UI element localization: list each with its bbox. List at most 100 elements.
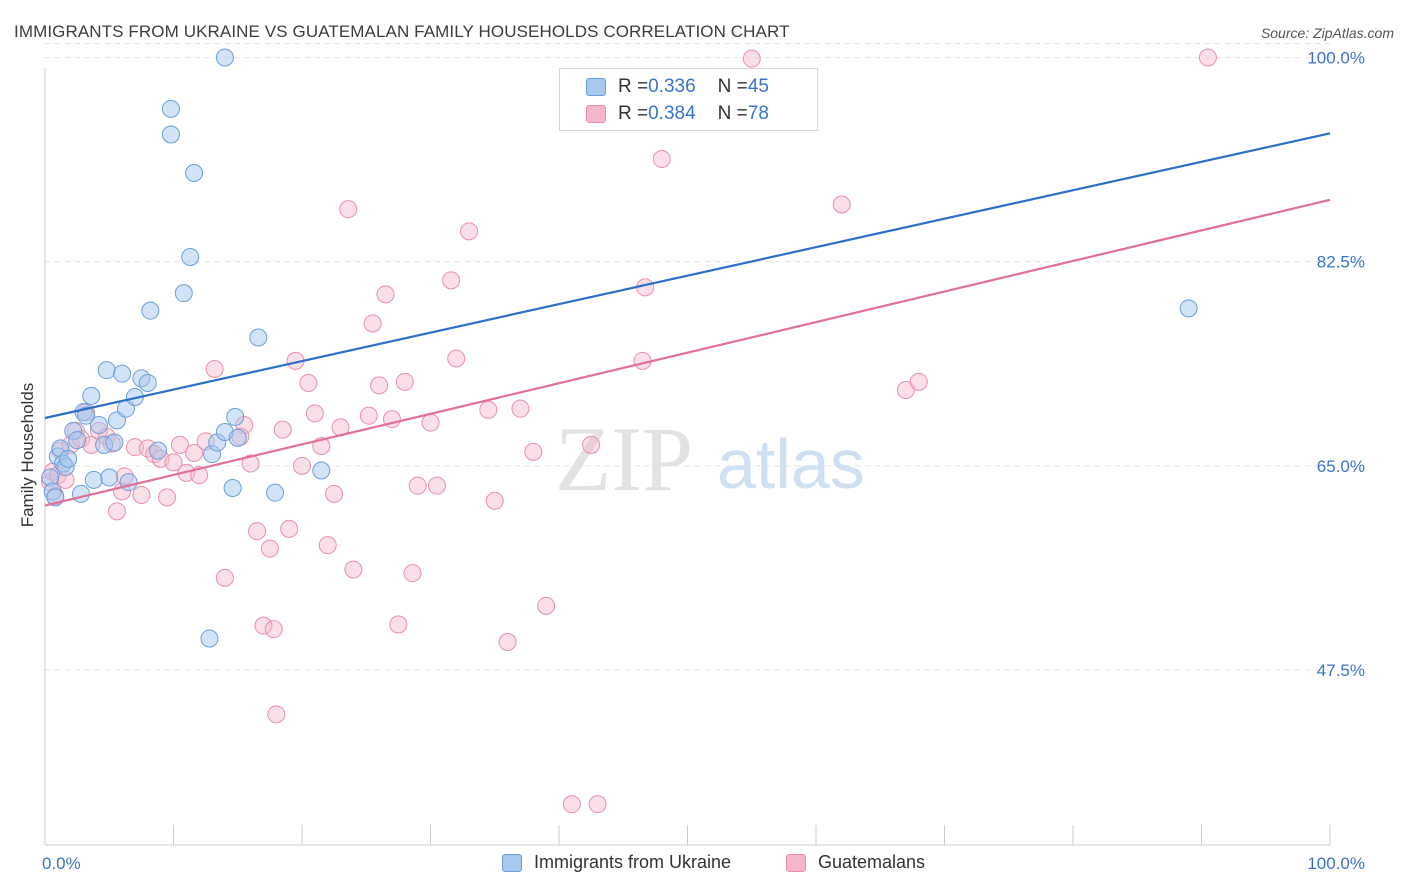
guatemalans-point-30 [215, 568, 234, 587]
guatemalans-point-69 [524, 442, 543, 461]
ukraine-n-label: N = [717, 76, 748, 97]
y-tick-label-2: 82.5% [1317, 253, 1365, 272]
stats-legend: R = 0.336 N = 45 R = 0.384 N = 78 [559, 68, 818, 131]
guatemalans-point-50 [344, 560, 363, 579]
guatemalans-r-label: R = [618, 103, 649, 124]
guatemalans-point-49 [339, 200, 358, 219]
ukraine-point-15 [89, 416, 108, 434]
ukraine-point-19 [105, 433, 124, 452]
guatemalans-point-42 [293, 456, 311, 475]
guatemalans-point-43 [299, 374, 318, 392]
ukraine-point-7 [59, 449, 78, 468]
legend-swatch-ukraine [502, 853, 522, 872]
y-tick-label-1: 65.0% [1317, 457, 1365, 476]
guatemalans-point-24 [170, 435, 189, 454]
x-tick-label-1: 100.0% [1307, 854, 1365, 873]
axes [44, 68, 1331, 846]
ukraine-point-30 [161, 99, 180, 118]
y-tick-label-3: 100.0% [1307, 49, 1365, 68]
guatemalans-point-37 [264, 620, 283, 639]
ukraine-point-43 [249, 328, 268, 347]
guatemalans-point-79 [896, 381, 915, 399]
ukraine-point-14 [84, 470, 103, 489]
guatemalans-point-44 [305, 404, 324, 423]
guatemalans-point-64 [460, 222, 479, 241]
ukraine-point-28 [149, 441, 168, 460]
guatemalans-point-54 [376, 285, 395, 304]
guatemalans-point-36 [260, 539, 279, 558]
tick-labels: 47.5% 65.0% 82.5% 100.0% 0.0% 100.0% [42, 49, 1365, 874]
ukraine-point-18 [100, 468, 119, 487]
legend-item-ukraine: Immigrants from Ukraine [502, 852, 731, 873]
guatemalans-point-22 [158, 488, 177, 507]
guatemalans-point-40 [280, 519, 299, 538]
ukraine-point-29 [161, 125, 180, 144]
legend-label-guatemalans: Guatemalans [818, 852, 926, 872]
guatemalans-point-78 [832, 195, 851, 214]
guatemalans-point-77 [742, 49, 761, 68]
ukraine-r-value: 0.336 [648, 76, 696, 97]
guatemalans-point-23 [164, 453, 183, 472]
guatemalans-point-59 [408, 476, 427, 495]
guatemalans-n-label: N = [717, 103, 748, 124]
guatemalans-point-58 [403, 564, 422, 583]
stats-legend-row-ukraine: R = 0.336 N = 45 [586, 75, 769, 99]
chart-title: IMMIGRANTS FROM UKRAINE VS GUATEMALAN FA… [14, 22, 790, 41]
guatemalans-point-14 [107, 502, 126, 521]
ukraine-point-10 [71, 484, 90, 503]
ukraine-point-26 [138, 374, 157, 392]
ukraine-n-value: 45 [747, 76, 769, 97]
ukraine-point-34 [200, 629, 219, 648]
watermark: ZIP atlas [555, 408, 865, 510]
guatemalans-point-47 [325, 484, 344, 503]
ukraine-point-12 [77, 406, 96, 425]
ukraine-trend-line [44, 132, 1331, 420]
ukraine-point-42 [266, 483, 285, 502]
guatemalans-swatch [586, 105, 606, 123]
ukraine-point-40 [226, 407, 245, 426]
guatemalans-point-51 [359, 406, 378, 425]
guatemalans-point-62 [442, 271, 461, 290]
ukraine-point-32 [181, 248, 200, 266]
ukraine-point-27 [141, 301, 160, 320]
guatemalans-point-46 [318, 536, 337, 555]
guatemalans-point-18 [132, 486, 151, 504]
guatemalans-n-value: 78 [747, 103, 769, 124]
ukraine-point-37 [215, 48, 234, 67]
guatemalans-point-73 [582, 435, 601, 454]
ukraine-point-9 [68, 431, 87, 450]
guatemalans-trend-line [44, 198, 1331, 507]
ukraine-point-33 [185, 164, 204, 182]
ukraine-point-21 [113, 364, 132, 383]
ukraine-point-44 [312, 461, 331, 480]
watermark-zip: ZIP [555, 408, 693, 510]
ukraine-point-39 [223, 479, 242, 497]
guatemalans-point-63 [447, 349, 466, 368]
gridlines [45, 43, 1330, 671]
guatemalans-point-76 [652, 150, 671, 168]
guatemalans-point-65 [479, 400, 498, 419]
guatemalans-point-33 [241, 454, 260, 473]
series-legend: Immigrants from Ukraine Guatemalans [0, 852, 1406, 878]
guatemalans-r-value: 0.384 [648, 103, 696, 124]
series-ukraine-points [41, 48, 1198, 648]
y-axis-label: Family Households [18, 382, 37, 528]
guatemalans-point-53 [370, 376, 389, 395]
guatemalans-point-29 [205, 360, 224, 378]
guatemalans-point-60 [421, 413, 440, 432]
guatemalans-point-81 [1198, 48, 1217, 67]
guatemalans-point-38 [267, 705, 286, 724]
source-credit: Source: ZipAtlas.com [1260, 25, 1394, 41]
ukraine-swatch [586, 78, 606, 96]
ukraine-point-31 [174, 284, 193, 303]
guatemalans-point-26 [185, 444, 204, 462]
y-tick-label-0: 47.5% [1317, 661, 1365, 680]
guatemalans-point-71 [562, 795, 581, 814]
guatemalans-point-70 [537, 596, 556, 615]
stats-legend-row-guatemalans: R = 0.384 N = 78 [586, 102, 769, 126]
legend-swatch-guatemalans [786, 853, 806, 872]
ukraine-point-45 [1179, 299, 1198, 318]
guatemalans-point-67 [498, 633, 517, 651]
guatemalans-point-17 [125, 438, 144, 457]
